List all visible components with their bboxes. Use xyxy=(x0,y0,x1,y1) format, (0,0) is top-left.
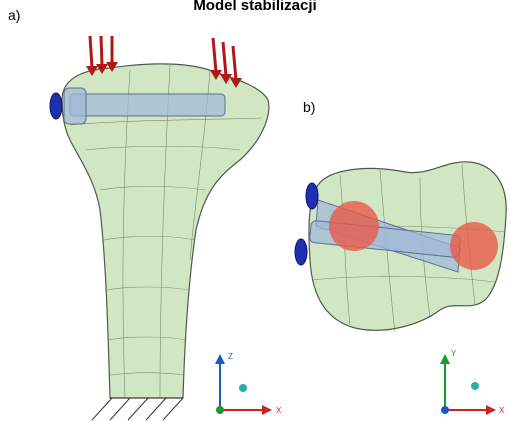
axis-label: X xyxy=(499,406,505,415)
screw xyxy=(306,183,318,209)
axis-label: X xyxy=(276,406,282,415)
screw xyxy=(295,239,307,265)
screw xyxy=(50,93,62,119)
axis-triad: Z X xyxy=(215,352,282,415)
load-region xyxy=(450,222,498,270)
axis-label: Y xyxy=(451,349,457,358)
tibia-model xyxy=(50,36,269,420)
fixation-plate xyxy=(70,94,225,116)
panel-label: b) xyxy=(303,99,315,115)
figure: Model stabilizacji a) b) xyxy=(0,0,510,421)
panel-label: a) xyxy=(8,7,20,23)
axis-label: Z xyxy=(228,352,233,361)
load-region xyxy=(329,201,379,251)
fixed-support xyxy=(92,398,183,420)
figure-title: Model stabilizacji xyxy=(193,0,316,14)
tibia-top-view xyxy=(295,162,506,332)
axis-triad: Y X xyxy=(440,349,505,415)
